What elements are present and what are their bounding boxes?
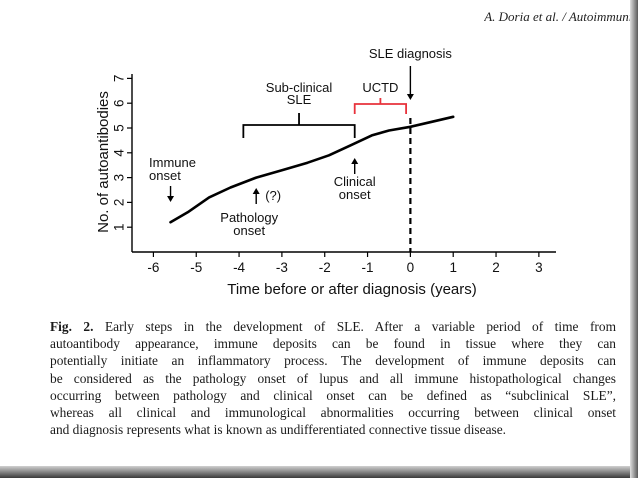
pathology-onset-question: (?): [265, 188, 281, 203]
x-tick-label: 1: [449, 260, 457, 275]
y-tick-label: 4: [112, 149, 127, 157]
caption-line: be considered as the pathology onset of …: [50, 370, 616, 386]
x-tick-label: -4: [233, 260, 245, 275]
y-tick-label: 1: [112, 223, 127, 231]
running-header: A. Doria et al. / Autoimmunit: [484, 9, 636, 24]
immune-onset-arrow-head: [167, 196, 175, 202]
y-tick-label: 3: [112, 174, 127, 182]
clinical-onset-label: onset: [339, 187, 371, 202]
subclinical-label: SLE: [287, 92, 312, 107]
sle-diagnosis-label: SLE diagnosis: [369, 46, 453, 61]
y-tick-label: 5: [112, 124, 127, 132]
immune-onset-label: Immune: [149, 155, 196, 170]
x-tick-label: 2: [492, 260, 500, 275]
x-tick-label: -2: [319, 260, 331, 275]
sle-diagnosis-arrow-head: [406, 94, 414, 100]
pathology-onset-label: Pathology: [220, 210, 278, 225]
caption-line: potentially initiate an inflammatory pro…: [50, 353, 616, 369]
clinical-onset-label: Clinical: [334, 174, 376, 189]
x-tick-label: -6: [147, 260, 159, 275]
x-tick-label: 3: [535, 260, 543, 275]
chart-axes: Time before or after diagnosis (years) No…: [95, 74, 556, 298]
chart-annotations: SLE diagnosisUCTDSub-clinicalSLEImmuneon…: [149, 46, 452, 252]
uctd-bracket: [353, 98, 408, 114]
x-tick-label: -1: [362, 260, 374, 275]
immune-onset-label: onset: [149, 168, 181, 183]
y-tick-label: 6: [112, 99, 127, 107]
frame-shadow: [0, 466, 638, 478]
caption-line: and diagnosis represents what is known a…: [50, 422, 507, 438]
x-tick-label: -3: [276, 260, 288, 275]
autoantibody-curve: [169, 115, 455, 224]
caption-line: whereas all clinical and immunological a…: [50, 405, 616, 421]
y-tick-label: 7: [112, 75, 127, 83]
chart-series: [169, 115, 455, 224]
figure-label: Fig. 2.: [50, 319, 94, 334]
pathology-onset-arrow-head: [252, 188, 260, 194]
x-tick-label: 0: [407, 260, 415, 275]
autoantibody-timeline-chart: Time before or after diagnosis (years) No…: [95, 46, 556, 298]
subclinical-label: Sub-clinical: [266, 80, 333, 95]
pathology-onset-label: onset: [233, 223, 265, 238]
uctd-label: UCTD: [362, 80, 398, 95]
subclinical-bracket: [242, 113, 356, 138]
x-tick-label: -5: [190, 260, 202, 275]
x-axis-title: Time before or after diagnosis (years): [227, 281, 477, 298]
y-axis-title: No. of autoantibodies: [95, 91, 112, 233]
caption-line: Fig. 2. Early steps in the development o…: [50, 318, 616, 335]
figure-caption: Fig. 2. Early steps in the development o…: [50, 318, 616, 438]
frame-shadow: [630, 0, 638, 478]
caption-line: autoantibody appearance, immune deposits…: [50, 336, 616, 352]
caption-line: occurring between pathology and clinical…: [50, 387, 616, 403]
chart-ticks: -6 -5 -4 -3 -2 -1 0 1 2 3 1 2 3 4 5 6 7: [112, 75, 543, 275]
y-tick-label: 2: [112, 199, 127, 207]
caption-text: Early steps in the development of SLE. A…: [93, 319, 616, 334]
clinical-onset-arrow-head: [351, 158, 359, 164]
